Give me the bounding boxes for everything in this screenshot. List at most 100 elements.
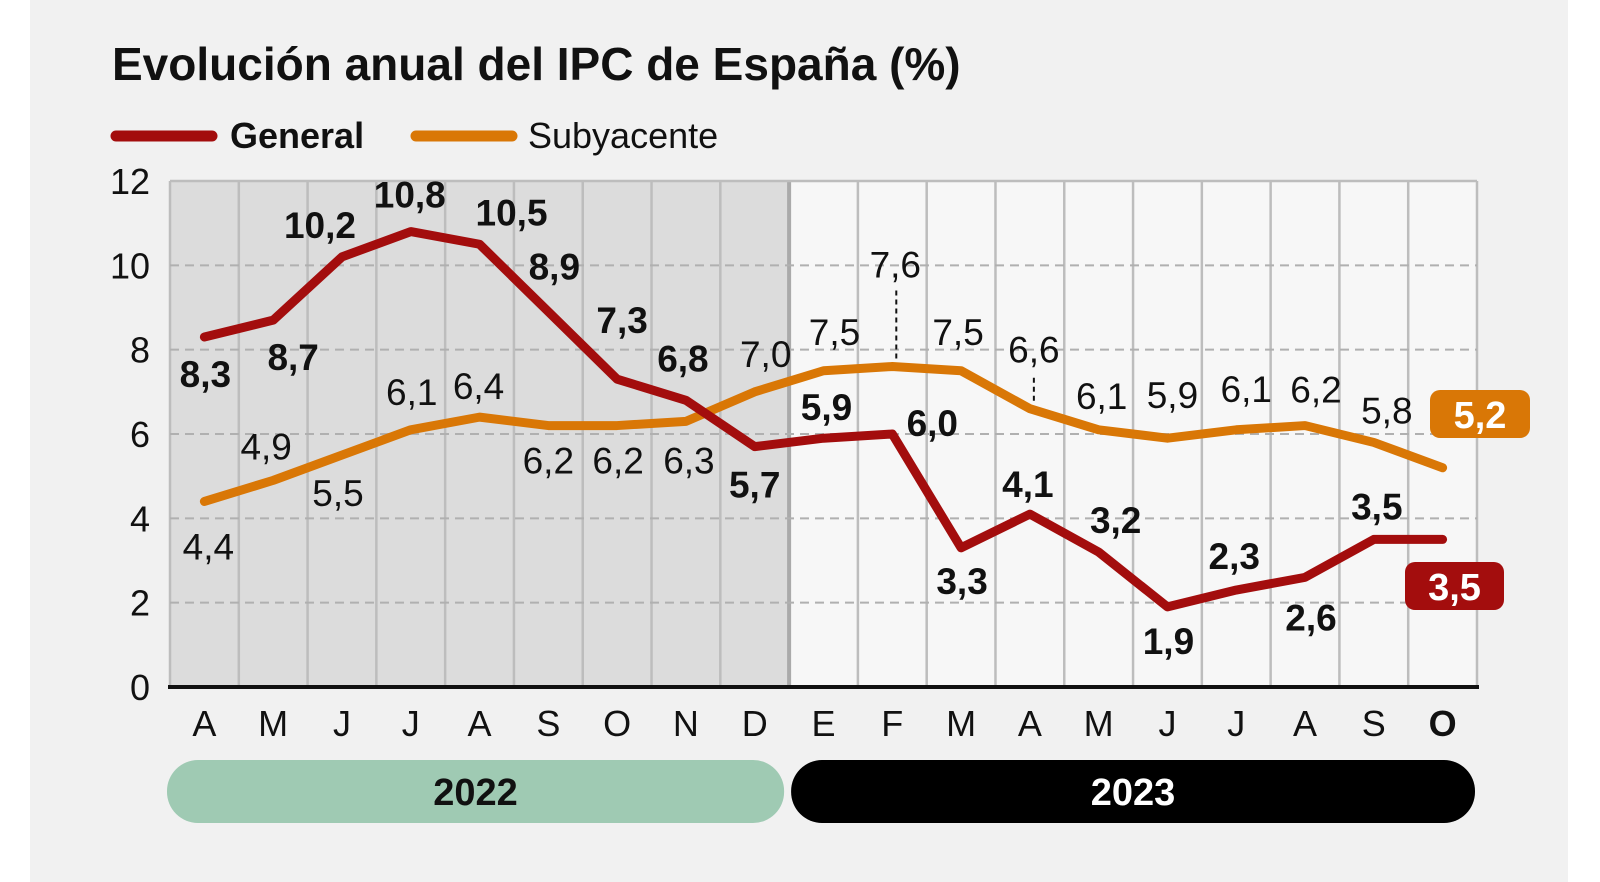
x-tick-label: O [1429, 703, 1457, 744]
x-tick-label: F [881, 703, 903, 744]
data-label: 3,2 [1090, 500, 1141, 541]
y-tick-label: 2 [130, 583, 150, 624]
data-point [616, 424, 619, 427]
data-label: 7,0 [740, 334, 791, 375]
legend-label-subyacente: Subyacente [528, 115, 718, 156]
data-point [1372, 538, 1375, 541]
data-point [1235, 428, 1238, 431]
year-label: 2023 [1091, 772, 1176, 814]
data-label: 3,3 [936, 561, 987, 602]
x-tick-label: S [536, 703, 560, 744]
data-label: 6,1 [1221, 369, 1272, 410]
data-point [409, 230, 412, 233]
data-label: 6,0 [907, 403, 958, 444]
data-point [409, 428, 412, 431]
data-label: 6,6 [1008, 330, 1059, 371]
plot-area: 0 2 4 6 8 10 12 A M J J A S O N D E F M A M J J A S O 2022 2023 8,3 8… [110, 161, 1530, 823]
y-tick-label: 12 [110, 161, 150, 202]
data-label: 10,2 [284, 205, 356, 246]
data-point [272, 319, 275, 322]
data-point [478, 416, 481, 419]
x-tick-label: N [673, 703, 699, 744]
data-label: 6,8 [657, 338, 708, 379]
data-label: 7,6 [870, 245, 921, 286]
x-tick-label: A [192, 703, 216, 744]
data-label: 1,9 [1143, 621, 1194, 662]
data-point [822, 369, 825, 372]
x-tick-label: E [811, 703, 835, 744]
data-label: 5,5 [312, 473, 363, 514]
data-point [1097, 428, 1100, 431]
end-value-badge-general [1405, 562, 1504, 610]
data-label: 5,9 [801, 387, 852, 428]
data-point [478, 243, 481, 246]
data-point [1304, 576, 1307, 579]
data-label: 5,7 [729, 465, 780, 506]
data-label: 5,8 [1361, 390, 1412, 431]
data-point [340, 454, 343, 457]
y-tick-label: 0 [130, 667, 150, 708]
data-point [1097, 551, 1100, 554]
data-point [1441, 538, 1444, 541]
data-point [616, 378, 619, 381]
x-tick-label: M [946, 703, 976, 744]
end-value-label: 5,2 [1454, 395, 1507, 437]
data-point [1028, 407, 1031, 410]
data-label: 10,5 [476, 192, 548, 233]
year-bar-2022 [167, 760, 785, 823]
end-value-label: 3,5 [1428, 567, 1481, 609]
data-label: 2,6 [1285, 597, 1336, 638]
data-label: 6,2 [1290, 370, 1341, 411]
data-label: 6,1 [1076, 376, 1127, 417]
data-point [960, 369, 963, 372]
data-label: 5,9 [1147, 375, 1198, 416]
x-tick-label: A [468, 703, 492, 744]
data-label: 4,1 [1002, 464, 1053, 505]
y-tick-label: 8 [130, 330, 150, 371]
chart-title: Evolución anual del IPC de España (%) [112, 38, 961, 90]
data-label: 8,7 [267, 337, 318, 378]
legend: General Subyacente [110, 115, 718, 156]
x-tick-label: M [258, 703, 288, 744]
x-tick-label: A [1293, 703, 1317, 744]
x-tick-label: O [603, 703, 631, 744]
x-tick-label: J [1227, 703, 1245, 744]
data-label: 7,3 [596, 300, 647, 341]
data-label: 6,3 [663, 440, 714, 481]
end-value-badge-subyacente [1430, 390, 1530, 438]
x-tick-label: D [742, 703, 768, 744]
x-tick-label: J [1158, 703, 1176, 744]
data-label: 6,2 [523, 441, 574, 482]
x-tick-label: M [1084, 703, 1114, 744]
data-point [547, 424, 550, 427]
data-point [891, 433, 894, 435]
data-point [891, 365, 894, 368]
data-point [1028, 513, 1031, 516]
data-point [272, 479, 275, 482]
data-label: 7,5 [809, 312, 860, 353]
data-point [753, 445, 756, 448]
x-tick-label: A [1018, 703, 1042, 744]
data-label: 8,9 [529, 247, 580, 288]
data-point [684, 420, 687, 423]
y-tick-label: 4 [130, 498, 150, 539]
x-tick-label: J [402, 703, 420, 744]
data-label: 10,8 [374, 175, 446, 216]
data-point [1166, 605, 1169, 608]
data-point [203, 336, 206, 339]
data-label: 7,5 [932, 312, 983, 353]
data-point [340, 255, 343, 258]
y-tick-label: 10 [110, 245, 150, 286]
data-point [1372, 441, 1375, 444]
data-point [753, 390, 756, 393]
x-tick-label: J [333, 703, 351, 744]
data-point [547, 310, 550, 313]
y-tick-label: 6 [130, 414, 150, 455]
data-label: 3,5 [1351, 486, 1402, 527]
year-bar-2023 [791, 760, 1475, 823]
data-label: 6,2 [592, 441, 643, 482]
data-label: 4,9 [240, 426, 291, 467]
data-point [1304, 424, 1307, 427]
data-point [822, 437, 825, 440]
